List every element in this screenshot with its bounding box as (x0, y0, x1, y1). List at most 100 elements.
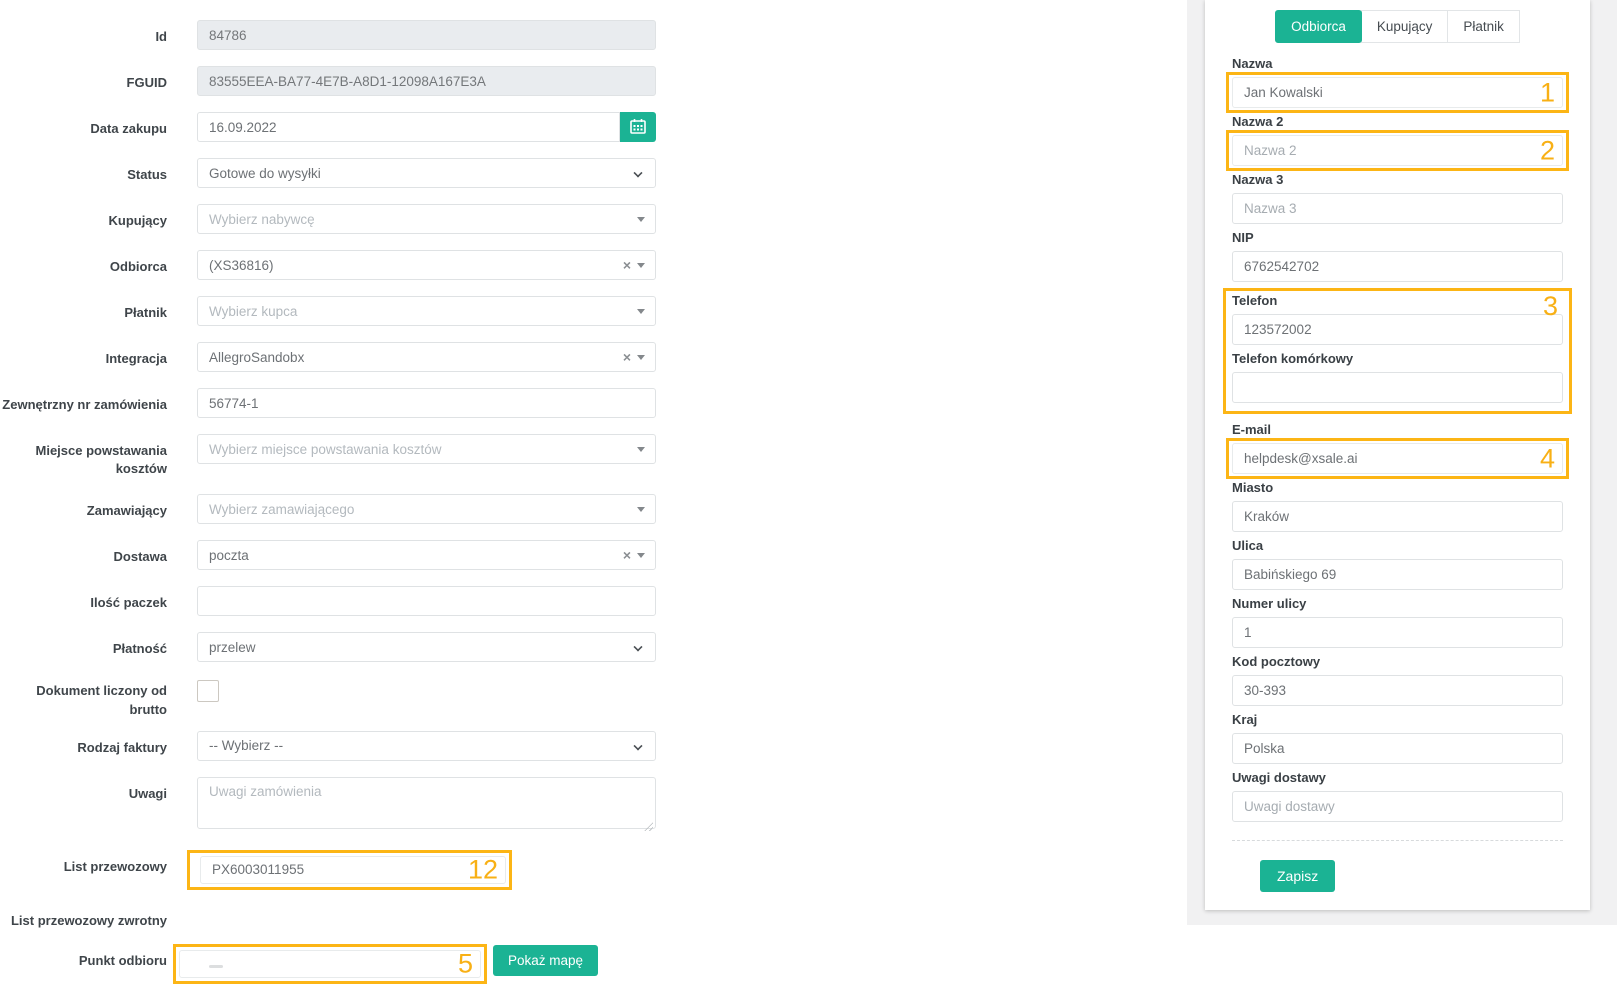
integracja-label: Integracja (105, 351, 167, 366)
telefon-komorkowy-label: Telefon komórkowy (1232, 351, 1354, 366)
uwagi-dostawy-label: Uwagi dostawy (1232, 770, 1326, 785)
row-data-zakupu: Data zakupu (0, 112, 680, 142)
row-punkt-odbioru: Punkt odbioru 5 Pokaż mapę (0, 943, 680, 984)
row-odbiorca: Odbiorca (XS36816) × (0, 250, 680, 280)
kupujacy-select[interactable]: Wybierz nabywcę (197, 204, 656, 234)
field-nazwa: Nazwa 1 (1226, 56, 1569, 113)
id-field (197, 20, 656, 50)
row-list-przewozowy: List przewozowy 12 (0, 849, 680, 890)
mpk-placeholder: Wybierz miejsce powstawania kosztów (209, 441, 442, 457)
tab-platnik[interactable]: Płatnik (1447, 10, 1520, 43)
mpk-select[interactable]: Wybierz miejsce powstawania kosztów (197, 434, 656, 464)
odbiorca-select[interactable]: (XS36816) × (197, 250, 656, 280)
nazwa-field[interactable] (1232, 77, 1563, 108)
platnosc-label: Płatność (112, 641, 167, 657)
punkt-odbioru-field[interactable] (179, 949, 481, 978)
clear-x-icon[interactable]: × (622, 349, 631, 365)
annotation-box-2: 2 (1226, 130, 1569, 171)
kod-pocztowy-field[interactable] (1232, 675, 1563, 706)
telefon-field[interactable] (1232, 314, 1563, 345)
select-arrow-icon (637, 553, 645, 559)
select-arrow-icon (637, 507, 645, 513)
integracja-select[interactable]: AllegroSandobx × (197, 342, 656, 372)
dostawa-select[interactable]: poczta × (197, 540, 656, 571)
zewnetrzny-nr-field[interactable] (197, 388, 656, 418)
platnik-placeholder: Wybierz kupca (209, 303, 298, 319)
zamawiajacy-label: Zamawiający (86, 503, 167, 519)
kupujacy-label: Kupujący (108, 213, 167, 228)
ulica-field[interactable] (1232, 559, 1563, 590)
list-przewozowy-field[interactable] (200, 855, 506, 884)
clear-x-icon[interactable]: × (622, 547, 631, 564)
platnosc-select[interactable]: przelew (197, 632, 656, 663)
chevron-down-icon (633, 168, 643, 178)
telefon-label: Telefon (1232, 293, 1278, 308)
miasto-field[interactable] (1232, 501, 1563, 532)
field-telefon: Telefon (1232, 293, 1563, 345)
brutto-label: Dokument liczony od brutto (36, 683, 167, 717)
platnik-select[interactable]: Wybierz kupca (197, 296, 656, 326)
numer-ulicy-label: Numer ulicy (1232, 596, 1307, 611)
row-kupujacy: Kupujący Wybierz nabywcę (0, 204, 680, 234)
select-arrow-icon (637, 309, 645, 314)
tab-odbiorca[interactable]: Odbiorca (1275, 10, 1362, 43)
brutto-checkbox[interactable] (197, 680, 219, 703)
show-map-button[interactable]: Pokaż mapę (493, 944, 599, 976)
status-select[interactable]: Gotowe do wysyłki (197, 158, 656, 188)
kraj-label: Kraj (1232, 712, 1258, 727)
contact-card: Odbiorca Kupujący Płatnik Nazwa 1 Nazwa … (1205, 0, 1590, 910)
field-email: E-mail 4 (1226, 422, 1569, 479)
save-button[interactable]: Zapisz (1260, 860, 1336, 892)
telefon-komorkowy-field[interactable] (1232, 372, 1563, 403)
numer-ulicy-field[interactable] (1232, 617, 1563, 648)
annotation-number: 2 (1539, 135, 1555, 165)
data-zakupu-field[interactable] (197, 112, 620, 142)
row-zamawiajacy: Zamawiający Wybierz zamawiającego (0, 494, 680, 525)
email-label: E-mail (1232, 422, 1272, 437)
row-mpk: Miejsce powstawania kosztów Wybierz miej… (0, 434, 680, 478)
order-form: Id FGUID Data zakupu (0, 20, 680, 1000)
calendar-button[interactable] (620, 112, 656, 142)
row-zewnetrzny-nr: Zewnętrzny nr zamówienia (0, 388, 680, 418)
list-zwrotny-label: List przewozowy zwrotny (10, 912, 167, 928)
annotation-number: 4 (1539, 443, 1555, 473)
row-brutto: Dokument liczony od brutto (0, 678, 680, 718)
mpk-label: Miejsce powstawania kosztów (35, 443, 168, 477)
field-numer-ulicy: Numer ulicy (1232, 596, 1563, 648)
odbiorca-label: Odbiorca (109, 259, 167, 274)
calendar-icon (630, 118, 646, 137)
row-dostawa: Dostawa poczta × (0, 540, 680, 571)
dostawa-label: Dostawa (113, 549, 167, 565)
zamawiajacy-select[interactable]: Wybierz zamawiającego (197, 494, 656, 525)
punkt-odbioru-label: Punkt odbioru (78, 952, 167, 968)
list-przewozowy-label: List przewozowy (63, 858, 167, 874)
nazwa3-field[interactable] (1232, 193, 1563, 224)
clear-x-icon[interactable]: × (622, 257, 631, 273)
nip-label: NIP (1232, 230, 1254, 245)
rodzaj-faktury-value: -- Wybierz -- (209, 738, 284, 754)
uwagi-textarea[interactable] (197, 776, 656, 829)
nazwa3-label: Nazwa 3 (1232, 172, 1284, 187)
email-field[interactable] (1232, 443, 1563, 474)
field-nazwa2: Nazwa 2 2 (1226, 114, 1569, 171)
annotation-number: 3 (1542, 291, 1558, 321)
row-uwagi: Uwagi (0, 776, 680, 834)
annotation-box-12: 12 (187, 849, 512, 890)
rodzaj-faktury-select[interactable]: -- Wybierz -- (197, 730, 656, 761)
ilosc-paczek-field[interactable] (197, 586, 656, 617)
annotation-number: 5 (457, 948, 473, 979)
status-value: Gotowe do wysyłki (209, 165, 321, 181)
annotation-number: 12 (467, 854, 498, 885)
kraj-field[interactable] (1232, 733, 1563, 764)
nazwa-label: Nazwa (1232, 56, 1273, 71)
uwagi-dostawy-field[interactable] (1232, 791, 1563, 822)
select-arrow-icon (637, 217, 645, 222)
row-integracja: Integracja AllegroSandobx × (0, 342, 680, 372)
platnosc-value: przelew (209, 639, 256, 655)
row-id: Id (0, 20, 680, 50)
field-telefon-komorkowy: Telefon komórkowy (1232, 351, 1563, 403)
nip-field[interactable] (1232, 251, 1563, 282)
nazwa2-field[interactable] (1232, 135, 1563, 166)
ulica-label: Ulica (1232, 538, 1264, 553)
tab-kupujacy[interactable]: Kupujący (1360, 10, 1449, 43)
